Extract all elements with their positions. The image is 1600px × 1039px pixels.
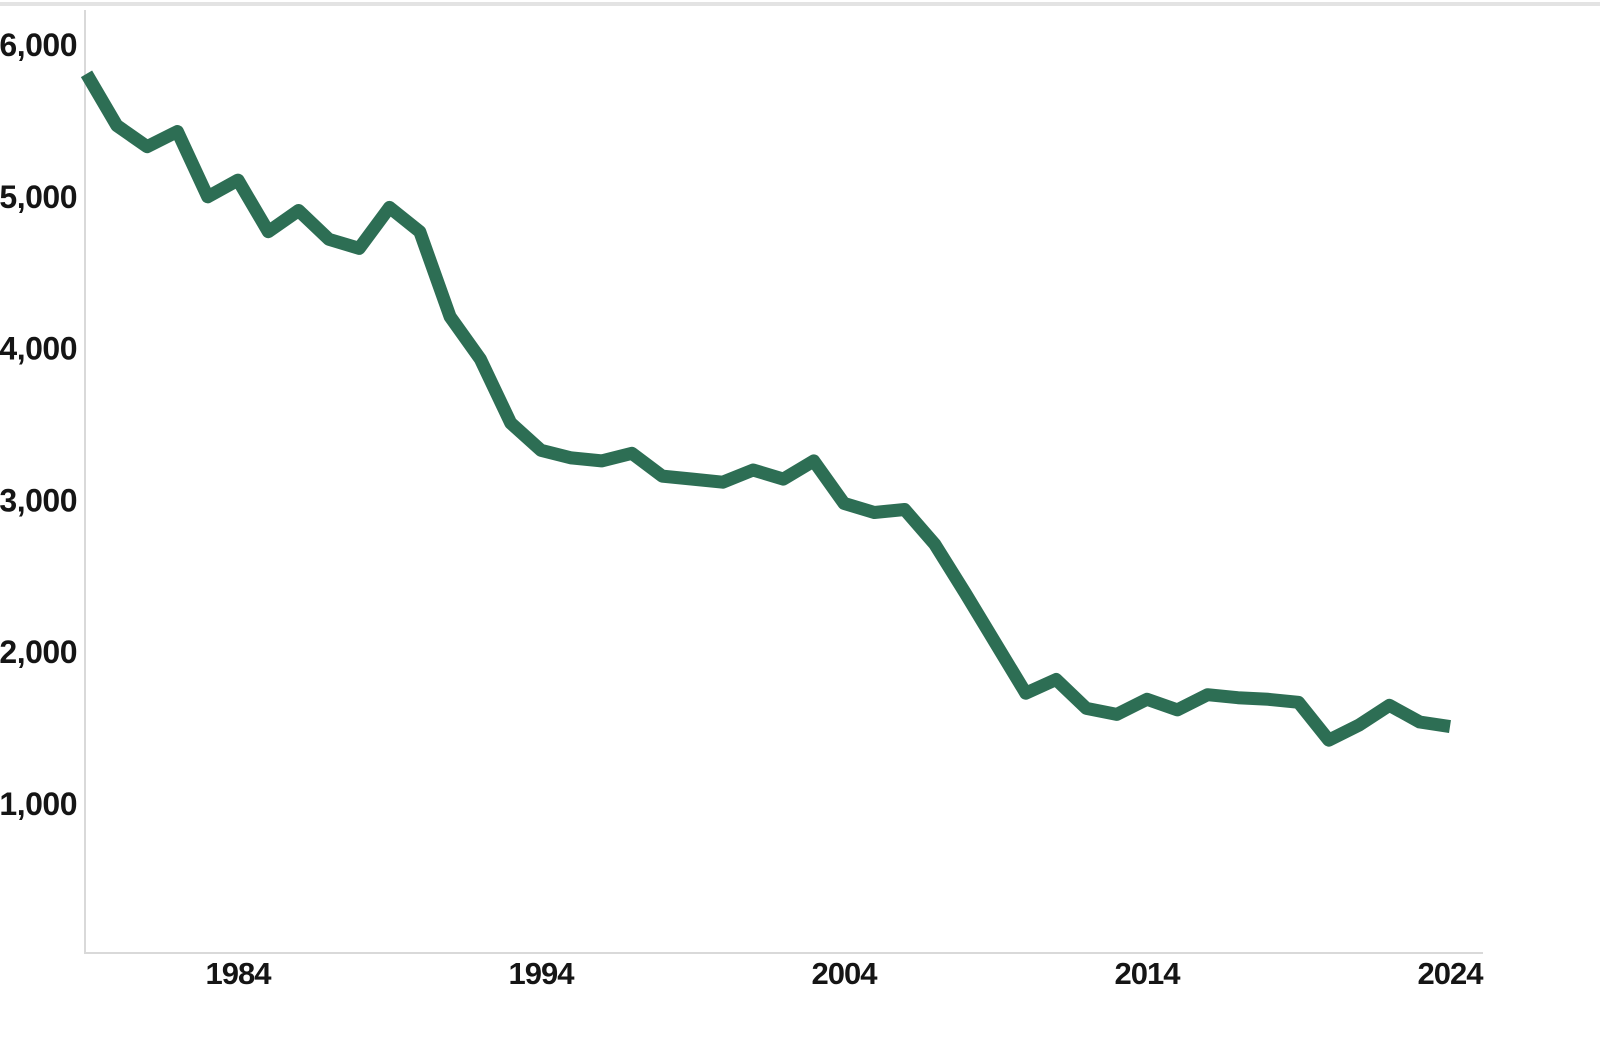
y-tick-label: 4,000 bbox=[0, 331, 77, 367]
y-tick-label: 1,000 bbox=[0, 786, 77, 822]
x-tick-label: 2004 bbox=[812, 956, 879, 991]
page-top-divider bbox=[0, 2, 1600, 6]
x-tick-label: 2014 bbox=[1115, 956, 1182, 991]
data-series-line bbox=[80, 70, 1451, 747]
y-tick-label: 6,000 bbox=[0, 27, 77, 63]
x-tick-label: 1984 bbox=[206, 956, 273, 991]
y-tick-label: 2,000 bbox=[0, 634, 77, 670]
x-tick-label: 1994 bbox=[509, 956, 576, 991]
x-tick-label: 2024 bbox=[1418, 956, 1485, 991]
y-axis-tick-labels: 1,000 2,000 3,000 4,000 5,000 6,000 bbox=[0, 27, 78, 822]
y-tick-label: 3,000 bbox=[0, 482, 77, 518]
y-tick-label: 5,000 bbox=[0, 179, 77, 215]
x-axis-tick-labels: 1984 1994 2004 2014 2024 bbox=[206, 956, 1486, 991]
